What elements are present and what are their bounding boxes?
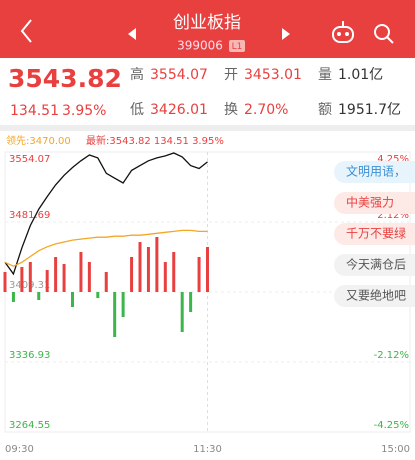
quote-change: 134.51 [10, 103, 59, 119]
bar [37, 292, 41, 300]
y-tick-label: 3554.07 [9, 154, 50, 165]
comment-text: 今天满仓后 [346, 257, 406, 272]
bar [121, 292, 125, 317]
price-line [4, 229, 208, 267]
next-button[interactable] [282, 28, 290, 40]
bar [155, 237, 159, 292]
header-title: 创业板指 [173, 13, 241, 33]
stat-value: 3453.01 [244, 67, 302, 83]
bar [45, 270, 49, 292]
bar [3, 272, 7, 292]
badge-bg [229, 40, 245, 52]
stat-label: 额 [318, 102, 332, 118]
prev-button[interactable] [128, 28, 136, 40]
stat-value: 1.01亿 [338, 67, 383, 83]
comment-bubble [334, 192, 415, 214]
bar [54, 257, 58, 292]
stat-label: 换 [224, 101, 238, 118]
bar [197, 257, 201, 292]
bar [20, 267, 24, 292]
comment-text: 文明用语， [346, 164, 406, 179]
bar [104, 272, 108, 292]
quote-price: 3543.82 [8, 64, 122, 93]
comment-bubble [334, 285, 415, 307]
bar [87, 262, 91, 292]
y2-tick-label: -4.25% [374, 420, 409, 431]
y2-tick-label: 4.25% [377, 154, 409, 165]
quote-change-pct: 3.95% [62, 103, 106, 119]
y2-tick-label: -2.12% [374, 350, 409, 361]
bar [79, 252, 83, 292]
header-code: 399006 [177, 39, 223, 53]
bar [130, 257, 134, 292]
bar [71, 292, 74, 307]
stat-label: 低 [130, 102, 144, 118]
legend-latest: 最新:3543.82 134.51 3.95% [86, 134, 224, 147]
comment-text: 又要绝地吧 [346, 288, 406, 303]
price-line [4, 152, 208, 276]
bar [11, 292, 15, 302]
search-icon[interactable] [374, 24, 394, 44]
comment-bubble [334, 254, 415, 276]
bar [28, 262, 32, 292]
x-tick-label: 15:00 [381, 444, 410, 455]
legend-lead: 领先:3470.00 [6, 134, 71, 147]
stat-label: 量 [318, 67, 332, 83]
comment-text: 中美强力 [346, 195, 394, 210]
comment-bubble [334, 161, 415, 183]
robot-icon[interactable] [332, 21, 354, 43]
stat-label: 高 [130, 66, 144, 83]
bar [96, 292, 100, 298]
y-tick-label: 3336.93 [9, 350, 50, 361]
y-tick-label: 3264.55 [9, 420, 50, 431]
bar [113, 292, 117, 337]
stat-value: 2.70% [244, 102, 288, 118]
stat-value: 3554.07 [150, 67, 208, 83]
comment-text: 千万不要绿 [346, 226, 406, 241]
comment-bubble [334, 223, 415, 245]
stat-value: 1951.7亿 [338, 102, 401, 118]
bar [189, 292, 193, 312]
stat-label: 开 [224, 67, 238, 83]
bar [62, 264, 66, 292]
bar [180, 292, 184, 332]
x-tick-label: 11:30 [193, 444, 222, 455]
x-tick-label: 09:30 [5, 444, 34, 455]
stat-value: 3426.01 [150, 102, 208, 118]
header-bar [0, 0, 415, 58]
bar [206, 247, 209, 292]
y-tick-label: 3481.69 [9, 210, 50, 221]
bar [138, 242, 142, 292]
header-badge: L1 [232, 42, 243, 52]
bar [163, 262, 167, 292]
y2-tick-label: 2.12% [377, 210, 409, 221]
back-button[interactable] [20, 19, 32, 43]
bar [172, 252, 176, 292]
bar [146, 247, 150, 292]
